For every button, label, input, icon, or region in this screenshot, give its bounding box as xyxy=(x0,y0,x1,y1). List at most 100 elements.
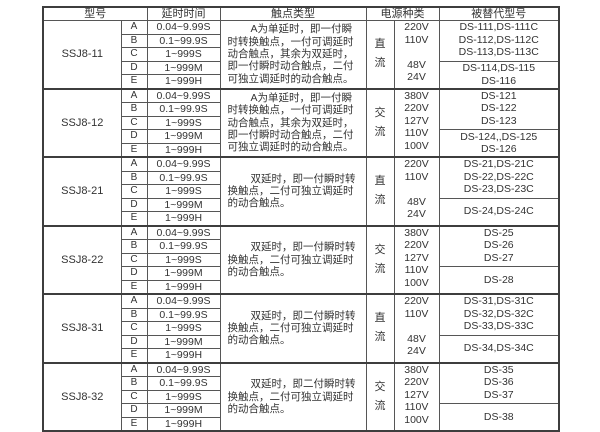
voltage-line: 24V xyxy=(407,71,426,83)
voltage-line xyxy=(395,183,438,196)
spec-row: SSJ8-21 A 0.04~9.99S 双延时，即一付瞬时转换触点，二付可独立… xyxy=(42,156,560,227)
variant-cell: C xyxy=(120,321,148,336)
voltage-line: 48V xyxy=(407,195,426,208)
variant-cell: B xyxy=(120,307,148,322)
voltage-line: 127V xyxy=(404,251,429,264)
power-kind-char: 直 xyxy=(374,312,386,325)
delay-cell: 0.1~99.9S xyxy=(146,307,221,322)
variant-cell: A xyxy=(120,225,148,240)
replaced-models-top-cell: DS-121 DS-122 DS-123 xyxy=(438,88,560,130)
variant-cell: E xyxy=(120,416,148,432)
delay-cell: 1~999S xyxy=(146,47,221,62)
replaced-models-bottom-cell: DS-38 xyxy=(438,403,560,432)
replaced-model-line: DS-28 xyxy=(483,273,514,286)
variant-cell: C xyxy=(120,252,148,267)
contact-type-text: 双延时，即二付瞬时转换触点，二付可独立调延时的动合触点。 xyxy=(227,378,356,415)
spec-row: C 1~999S xyxy=(43,321,559,336)
spec-row: SSJ8-31 A 0.04~9.99S 双延时，即二付瞬时转换触点，二付可独立… xyxy=(42,293,560,364)
contact-type-text: A为单延时，即一付瞬时转换触点，一付可调延时动合触点，其余为双延时，即一付瞬时动… xyxy=(227,91,354,154)
contact-type-cell: A为单延时，即一付瞬时转换触点，一付可调延时动合触点，其余为双延时，即一付瞬时动… xyxy=(219,88,367,158)
variant-cell: D xyxy=(120,403,148,418)
delay-cell: 1~999M xyxy=(146,60,221,75)
spec-row: C 1~999S xyxy=(43,47,559,62)
voltage-line: 110V xyxy=(404,33,429,46)
voltage-line: 127V xyxy=(404,388,429,401)
voltage-cell: 380V 220V 127V 110V 100V xyxy=(393,225,440,295)
replaced-model-line: DS-33,DS-33C xyxy=(463,320,534,332)
relay-spec-table: 型号 延时时间 触点类型 电源种类 被替代型号 SSJ8-11 A 0.04~9… xyxy=(42,6,560,432)
spec-row: C 1~999S xyxy=(43,184,559,199)
voltage-cell: 220V 110V 48V 24V xyxy=(393,293,440,364)
voltage-line: 220V xyxy=(404,239,429,251)
variant-cell: B xyxy=(120,239,148,254)
replaced-models-top-cell: DS-111,DS-111C DS-112,DS-112C DS-113,DS-… xyxy=(438,20,560,62)
delay-cell: 0.04~9.99S xyxy=(146,225,221,240)
power-kind-char: 交 xyxy=(374,243,386,256)
header-replaced: 被替代型号 xyxy=(438,6,560,21)
model-cell: SSJ8-21 xyxy=(42,156,122,227)
delay-cell: 1~999H xyxy=(146,416,221,432)
replaced-models-top-cell: DS-25 DS-26 DS-27 xyxy=(438,225,560,267)
power-kind-char: 直 xyxy=(374,175,386,188)
variant-cell: D xyxy=(120,60,148,75)
power-kind-char: 交 xyxy=(374,106,386,119)
power-kind-char: 交 xyxy=(374,380,386,393)
variant-cell: A xyxy=(120,293,148,309)
delay-cell: 0.1~99.9S xyxy=(146,376,221,391)
model-cell: SSJ8-12 xyxy=(42,88,122,158)
replaced-model-line: DS-121 xyxy=(480,89,517,102)
delay-cell: 0.1~99.9S xyxy=(146,170,221,185)
power-kind-cell: 交 流 xyxy=(365,362,395,432)
spec-row: D 1~999M DS-28 xyxy=(43,266,560,295)
spec-row: B 0.1~99.9S xyxy=(43,102,559,117)
replaced-models-bottom-cell: DS-124,,DS-125 DS-126 xyxy=(438,129,560,158)
power-kind-char: 流 xyxy=(374,125,386,138)
replaced-model-line: DS-116 xyxy=(481,74,517,87)
spec-row: E 1~999H xyxy=(43,348,559,364)
power-kind-cell: 直 流 xyxy=(365,20,395,90)
replaced-model-line: DS-22,DS-22C xyxy=(463,170,534,183)
replaced-model-line: DS-32,DS-32C xyxy=(463,307,534,320)
spec-row: SSJ8-11 A 0.04~9.99S A为单延时，即一付瞬时转换触点，一付可… xyxy=(42,20,560,90)
delay-cell: 1~999H xyxy=(146,142,221,158)
voltage-line: 110V xyxy=(404,401,429,413)
spec-row: E 1~999H xyxy=(43,74,559,90)
voltage-line: 110V xyxy=(404,307,429,320)
replaced-model-line: DS-124,,DS-125 xyxy=(460,130,538,143)
replaced-model-line: DS-113,DS-113C xyxy=(458,46,539,58)
spec-row: E 1~999H xyxy=(43,211,559,227)
variant-cell: A xyxy=(120,88,148,103)
replaced-model-line: DS-23,DS-23C xyxy=(463,183,534,195)
delay-cell: 1~999M xyxy=(146,197,221,212)
replaced-model-line: DS-26 xyxy=(483,239,514,251)
delay-cell: 1~999S xyxy=(146,115,221,130)
variant-cell: D xyxy=(120,266,148,281)
delay-cell: 1~999H xyxy=(146,211,221,227)
spec-row: B 0.1~99.9S xyxy=(43,239,559,254)
replaced-model-line: DS-123 xyxy=(480,114,517,127)
spec-row: SSJ8-32 A 0.04~9.99S 双延时，即二付瞬时转换触点，二付可独立… xyxy=(42,362,560,432)
delay-cell: 1~999S xyxy=(146,184,221,199)
spec-row: D 1~999M DS-124,,DS-125 DS-126 xyxy=(43,129,560,158)
replaced-models-bottom-cell: DS-28 xyxy=(438,266,560,295)
voltage-line: 220V xyxy=(404,158,429,170)
replaced-model-line: DS-35 xyxy=(483,363,514,376)
voltage-line: 220V xyxy=(404,376,429,388)
variant-cell: B xyxy=(120,102,148,117)
contact-type-cell: A为单延时，即一付瞬时转换触点，一付可调延时动合触点，其余为双延时，即一付瞬时动… xyxy=(219,20,367,90)
contact-type-text: 双延时，即一付瞬时转换触点，二付可独立调延时的动合触点。 xyxy=(227,172,356,210)
power-kind-char: 流 xyxy=(374,399,386,412)
spec-row: E 1~999H xyxy=(43,279,559,295)
voltage-cell: 220V 110V 48V 24V xyxy=(393,20,440,90)
voltage-line: 380V xyxy=(404,89,429,102)
spec-row: E 1~999H xyxy=(43,142,559,158)
contact-type-cell: 双延时，即一付瞬时转换触点，二付可独立调延时的动合触点。 xyxy=(219,156,367,227)
variant-cell: A xyxy=(120,362,148,377)
replaced-model-line: DS-25 xyxy=(483,226,514,239)
voltage-cell: 220V 110V 48V 24V xyxy=(393,156,440,227)
header-delay: 延时时间 xyxy=(146,6,221,21)
delay-cell: 1~999M xyxy=(146,403,221,418)
variant-cell: E xyxy=(120,142,148,158)
replaced-models-bottom-cell: DS-24,DS-24C xyxy=(438,197,560,227)
